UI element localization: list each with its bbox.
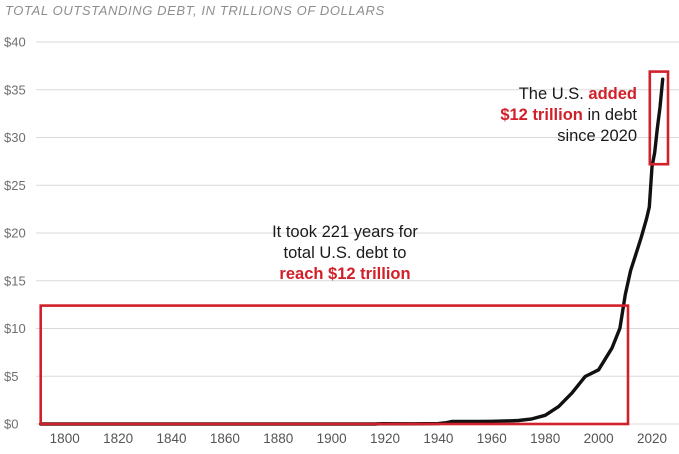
highlight-box-since-2020 [648,70,670,166]
y-tick-label: $30 [4,130,26,145]
x-tick-label: 1920 [370,431,400,446]
x-tick-label: 1840 [156,431,186,446]
highlight-box-221-years [39,304,630,426]
annotation-221-line3: reach $12 trillion [279,265,411,283]
y-tick-label: $40 [4,35,26,50]
annotation-2020-line3: since 2020 [557,127,637,145]
x-tick-label: 2020 [637,431,667,446]
y-tick-label: $15 [4,273,26,288]
annotation-2020-line1: The U.S. added [417,84,637,105]
x-tick-label: 1960 [477,431,507,446]
annotation-2020-red2: $12 trillion [500,106,583,124]
x-tick-label: 1820 [103,431,133,446]
y-tick-label: $0 [4,417,18,432]
annotation-221-line2: total U.S. debt to [283,244,407,262]
annotation-since-2020: The U.S. added $12 trillion in debt sinc… [417,84,637,147]
annotation-2020-plain1: The U.S. [518,85,584,103]
x-tick-label: 1860 [210,431,240,446]
y-tick-label: $5 [4,369,18,384]
annotation-2020-plain2: in debt [587,106,637,124]
x-tick-label: 1880 [263,431,293,446]
y-tick-label: $25 [4,178,26,193]
x-tick-label: 1900 [317,431,347,446]
x-tick-label: 1940 [423,431,453,446]
x-axis-labels: 1800 1820 1840 1860 1880 1900 1920 1940 1960 1980… [50,431,667,446]
annotation-221-years: It took 221 years for total U.S. debt to… [232,222,458,285]
annotation-2020-red1: added [588,85,637,103]
y-axis-labels: $0 $5 $10 $15 $20 $25 $30 $35 $40 [4,35,26,432]
x-tick-label: 1980 [530,431,560,446]
annotation-221-line1: It took 221 years for [272,223,418,241]
y-tick-label: $35 [4,82,26,97]
annotation-2020-line2: $12 trillion in debt [417,105,637,126]
x-tick-label: 2000 [584,431,614,446]
y-tick-label: $10 [4,321,26,336]
chart-title: TOTAL OUTSTANDING DEBT, IN TRILLIONS OF … [5,3,385,18]
x-tick-label: 1800 [50,431,80,446]
y-tick-label: $20 [4,226,26,241]
